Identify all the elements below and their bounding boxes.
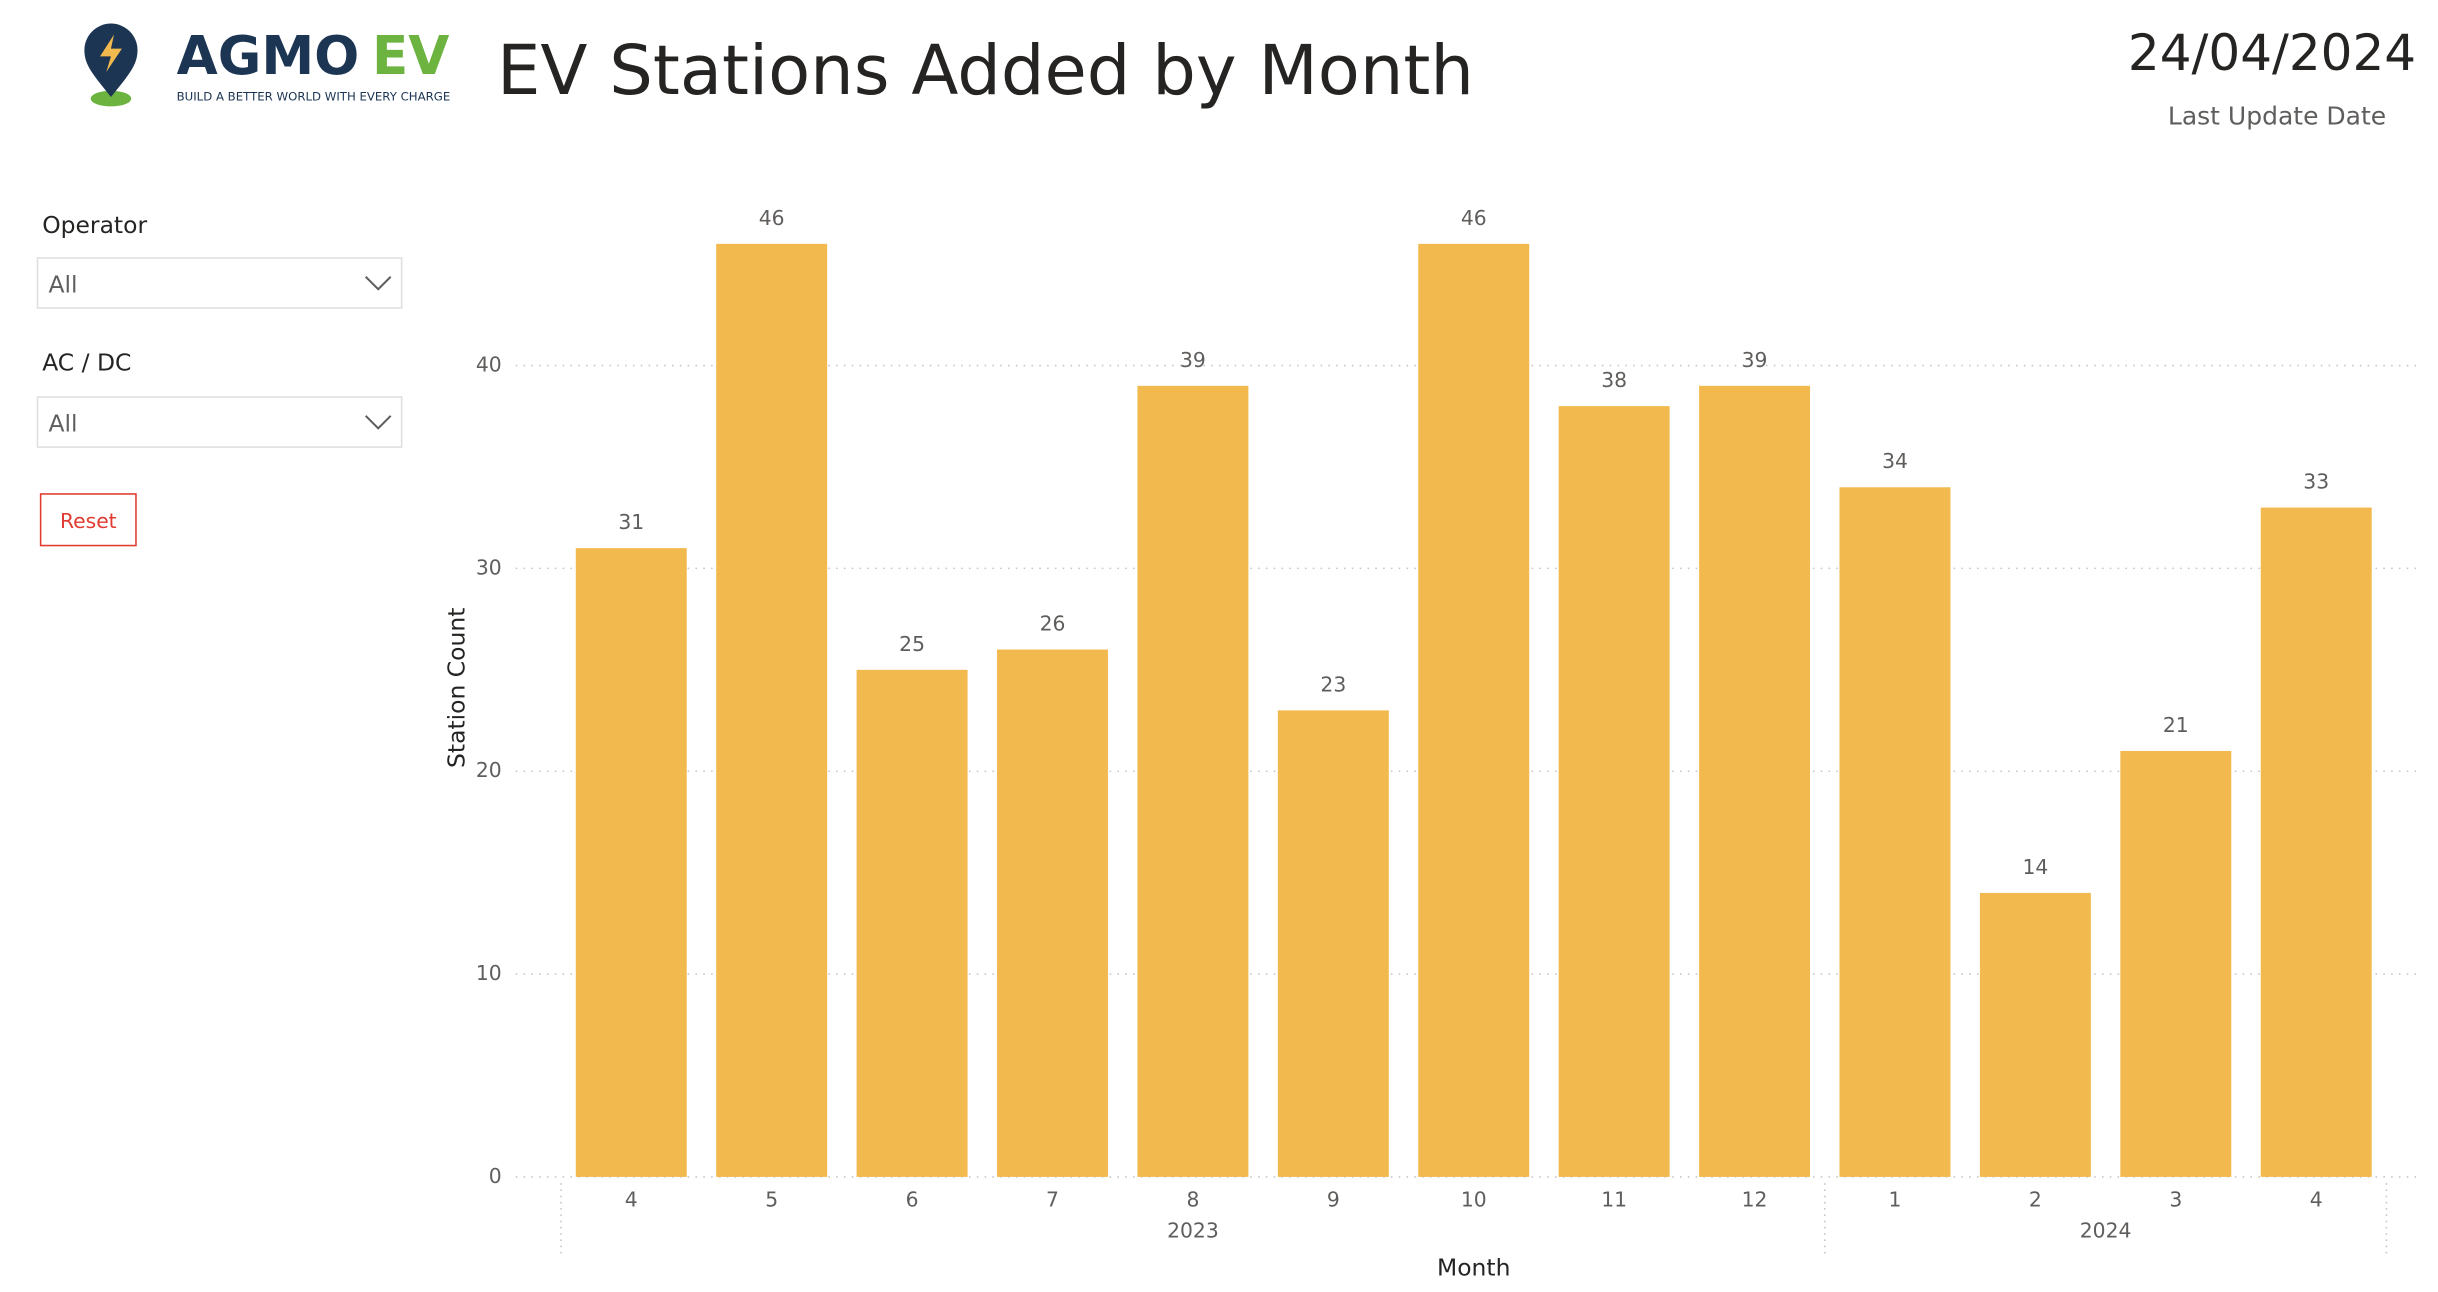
data-label: 34 xyxy=(1882,449,1908,473)
bar xyxy=(1277,710,1389,1177)
x-tick-label: 1 xyxy=(1889,1187,1902,1211)
data-label: 38 xyxy=(1601,368,1627,392)
x-tick-label: 2 xyxy=(2029,1187,2042,1211)
data-label: 23 xyxy=(1320,672,1346,696)
page-title: EV Stations Added by Month xyxy=(497,31,1474,111)
data-label: 25 xyxy=(899,632,925,656)
x-tick-label: 7 xyxy=(1046,1187,1059,1211)
y-tick-label: 10 xyxy=(476,961,502,985)
bar xyxy=(1137,385,1249,1177)
dropdown-value: All xyxy=(48,271,77,299)
x-tick-label: 10 xyxy=(1461,1187,1487,1211)
x-axis-title: Month xyxy=(1437,1254,1510,1282)
x-group-label: 2023 xyxy=(1167,1219,1219,1243)
bar xyxy=(2260,507,2372,1177)
update-date: 24/04/2024 xyxy=(2128,24,2416,82)
x-tick-label: 3 xyxy=(2169,1187,2182,1211)
x-tick-label: 12 xyxy=(1742,1187,1768,1211)
logo: AGMO EV BUILD A BETTER WORLD WITH EVERY … xyxy=(84,23,451,107)
dropdown[interactable]: All xyxy=(36,396,403,448)
y-tick-label: 40 xyxy=(476,353,502,377)
logo-tagline: BUILD A BETTER WORLD WITH EVERY CHARGE xyxy=(177,90,451,104)
dropdown-value: All xyxy=(48,410,77,438)
x-tick-label: 8 xyxy=(1186,1187,1199,1211)
y-tick-label: 0 xyxy=(489,1164,502,1188)
data-label: 14 xyxy=(2022,855,2048,879)
bar xyxy=(716,243,828,1177)
bar xyxy=(1979,892,2091,1177)
bar xyxy=(856,669,968,1177)
filter-label: Operator xyxy=(42,211,147,239)
dropdown[interactable]: All xyxy=(36,257,403,309)
x-tick-label: 4 xyxy=(625,1187,638,1211)
bar xyxy=(1558,406,1670,1177)
x-tick-label: 9 xyxy=(1327,1187,1340,1211)
x-tick-label: 11 xyxy=(1601,1187,1627,1211)
logo-text: EV xyxy=(372,25,449,87)
bar xyxy=(2120,750,2232,1177)
logo-base xyxy=(90,90,132,107)
data-label: 46 xyxy=(1461,206,1487,230)
data-label: 21 xyxy=(2163,713,2189,737)
logo-bolt xyxy=(100,34,122,73)
x-tick-label: 6 xyxy=(906,1187,919,1211)
dropdown-chevron xyxy=(364,276,392,291)
y-axis-title: Station Count xyxy=(442,608,470,768)
dropdown-chevron xyxy=(364,415,392,430)
x-group-label: 2024 xyxy=(2080,1219,2132,1243)
data-label: 31 xyxy=(618,510,644,534)
data-label: 39 xyxy=(1742,348,1768,372)
y-tick-label: 20 xyxy=(476,758,502,782)
y-tick-label: 30 xyxy=(476,555,502,579)
filter-label: AC / DC xyxy=(42,349,131,377)
data-label: 26 xyxy=(1040,612,1066,636)
bar xyxy=(1418,243,1530,1177)
bar xyxy=(997,649,1108,1177)
x-tick-label: 5 xyxy=(765,1187,778,1211)
bar xyxy=(1839,487,1951,1177)
bar xyxy=(1699,385,1811,1177)
data-label: 46 xyxy=(759,206,785,230)
data-label: 33 xyxy=(2303,470,2329,494)
plot: 0102030404315466257268399231046113812392… xyxy=(476,206,2423,1254)
dropdown-box[interactable] xyxy=(36,257,403,309)
reset-label: Reset xyxy=(60,509,117,533)
dropdown-box[interactable] xyxy=(36,396,403,448)
data-label: 39 xyxy=(1180,348,1206,372)
x-tick-label: 4 xyxy=(2310,1187,2323,1211)
reset-box[interactable] xyxy=(39,493,137,547)
update-date-label: Last Update Date xyxy=(2168,101,2386,130)
logo-text: AGMO xyxy=(177,25,360,87)
reset-button[interactable]: Reset xyxy=(39,493,137,547)
bar xyxy=(575,548,687,1177)
